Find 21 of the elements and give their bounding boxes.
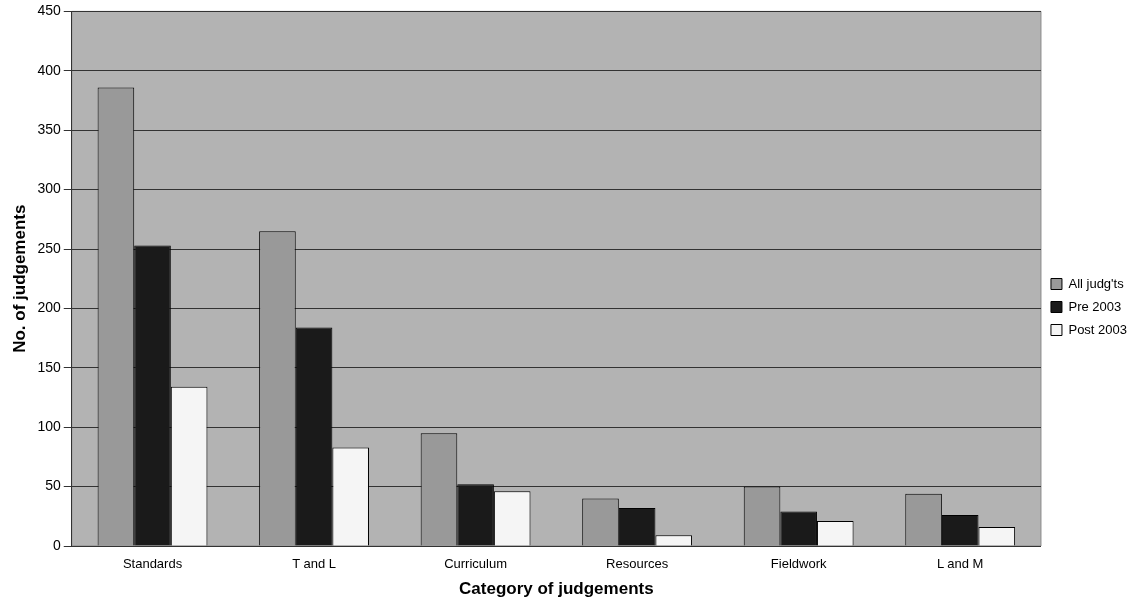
x-tick-label: T and L bbox=[292, 556, 336, 572]
x-tick-label: Curriculum bbox=[444, 556, 508, 572]
legend-label: Pre 2003 bbox=[1068, 298, 1122, 314]
y-tick-label: 400 bbox=[37, 61, 61, 78]
y-tick-label: 150 bbox=[37, 358, 61, 375]
y-tick-label: 250 bbox=[37, 239, 61, 256]
x-axis-title: Category of judgements bbox=[459, 579, 654, 599]
y-tick-label: 350 bbox=[37, 121, 61, 138]
y-tick-label: 200 bbox=[37, 299, 61, 316]
y-tick-label: 300 bbox=[37, 180, 61, 197]
x-tick-label: Resources bbox=[606, 556, 669, 572]
y-axis-title: No. of judgements bbox=[9, 204, 29, 353]
y-tick-label: 50 bbox=[45, 477, 61, 494]
x-tick-label: L and M bbox=[936, 556, 984, 572]
legend-label: All judg'ts bbox=[1068, 275, 1125, 291]
y-tick-label: 450 bbox=[37, 2, 61, 19]
x-tick-label: Fieldwork bbox=[770, 556, 827, 572]
legend-label: Post 2003 bbox=[1068, 321, 1127, 337]
x-tick-label: Standards bbox=[122, 556, 183, 572]
y-tick-label: 0 bbox=[52, 536, 61, 553]
y-tick-label: 100 bbox=[37, 418, 61, 435]
